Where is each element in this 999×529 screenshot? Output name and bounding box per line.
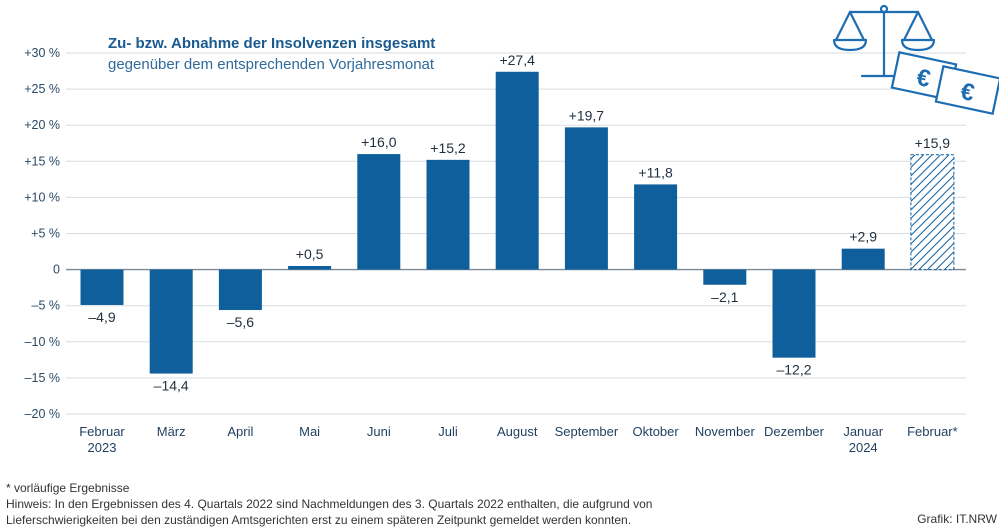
data-label: +11,8: [638, 164, 673, 180]
x-tick-label: März: [157, 424, 186, 439]
bar: [288, 265, 332, 270]
balance-scale-icon: [832, 4, 936, 78]
bar: [426, 159, 470, 270]
x-tick-label: Juli: [438, 424, 458, 439]
chart-title: Zu- bzw. Abnahme der Insolvenzen insgesa…: [108, 35, 436, 52]
data-label: +19,7: [569, 107, 605, 123]
bar: [634, 184, 678, 270]
footnote-hint-line-2: Lieferschwierigkeiten bei den zuständige…: [6, 513, 632, 527]
footnote-provisional: * vorläufige Ergebnisse: [6, 481, 130, 495]
x-tick-label: Januar: [843, 424, 883, 439]
x-tick-label: Februar*: [907, 424, 958, 439]
y-tick-label: 0: [53, 263, 60, 277]
data-label: +2,9: [849, 229, 877, 245]
x-tick-label: August: [497, 424, 538, 439]
data-label: +0,5: [296, 246, 324, 262]
x-tick-label: 2023: [88, 440, 117, 455]
data-label: –5,6: [227, 314, 254, 330]
y-tick-label: +5 %: [31, 227, 60, 241]
y-tick-label: –10 %: [25, 335, 60, 349]
x-tick-label: Mai: [299, 424, 320, 439]
x-tick-label: Juni: [367, 424, 391, 439]
x-tick-label: September: [555, 424, 619, 439]
data-label: +16,0: [361, 134, 397, 150]
bar: [772, 269, 816, 358]
euro-banknotes-icon: € €: [890, 51, 999, 115]
x-tick-label: 2024: [849, 440, 878, 455]
chart-subtitle: gegenüber dem entsprechenden Vorjahresmo…: [108, 56, 435, 73]
y-tick-label: +10 %: [24, 190, 60, 204]
bar: [841, 248, 885, 270]
y-tick-label: –20 %: [25, 407, 60, 421]
x-tick-label: Oktober: [632, 424, 679, 439]
bar: [703, 269, 747, 285]
y-tick-label: +25 %: [24, 82, 60, 96]
y-tick-label: +15 %: [24, 154, 60, 168]
x-tick-label: Dezember: [764, 424, 825, 439]
data-label: –4,9: [88, 309, 115, 325]
bar: [910, 154, 955, 271]
data-label: –12,2: [776, 362, 811, 378]
data-label: +15,2: [430, 140, 466, 156]
graphic-credit: Grafik: IT.NRW: [917, 512, 997, 526]
bar: [218, 269, 262, 311]
bar: [357, 154, 401, 270]
svg-text:€: €: [914, 64, 933, 93]
y-tick-label: +20 %: [24, 118, 60, 132]
x-tick-label: November: [695, 424, 756, 439]
data-label: –14,4: [154, 378, 189, 394]
data-label: +27,4: [499, 52, 535, 68]
x-tick-label: Februar: [79, 424, 125, 439]
y-tick-label: –15 %: [25, 371, 60, 385]
bar: [564, 127, 608, 270]
bar: [495, 71, 539, 270]
data-label: +15,9: [915, 135, 951, 151]
y-tick-label: –5 %: [32, 299, 61, 313]
bar: [149, 269, 193, 374]
bar: [80, 269, 124, 305]
footnote-hint-line-1: Hinweis: In den Ergebnissen des 4. Quart…: [6, 497, 653, 511]
x-tick-label: April: [227, 424, 253, 439]
svg-text:€: €: [958, 78, 977, 107]
y-tick-label: +30 %: [24, 46, 60, 60]
data-label: –2,1: [711, 289, 738, 305]
